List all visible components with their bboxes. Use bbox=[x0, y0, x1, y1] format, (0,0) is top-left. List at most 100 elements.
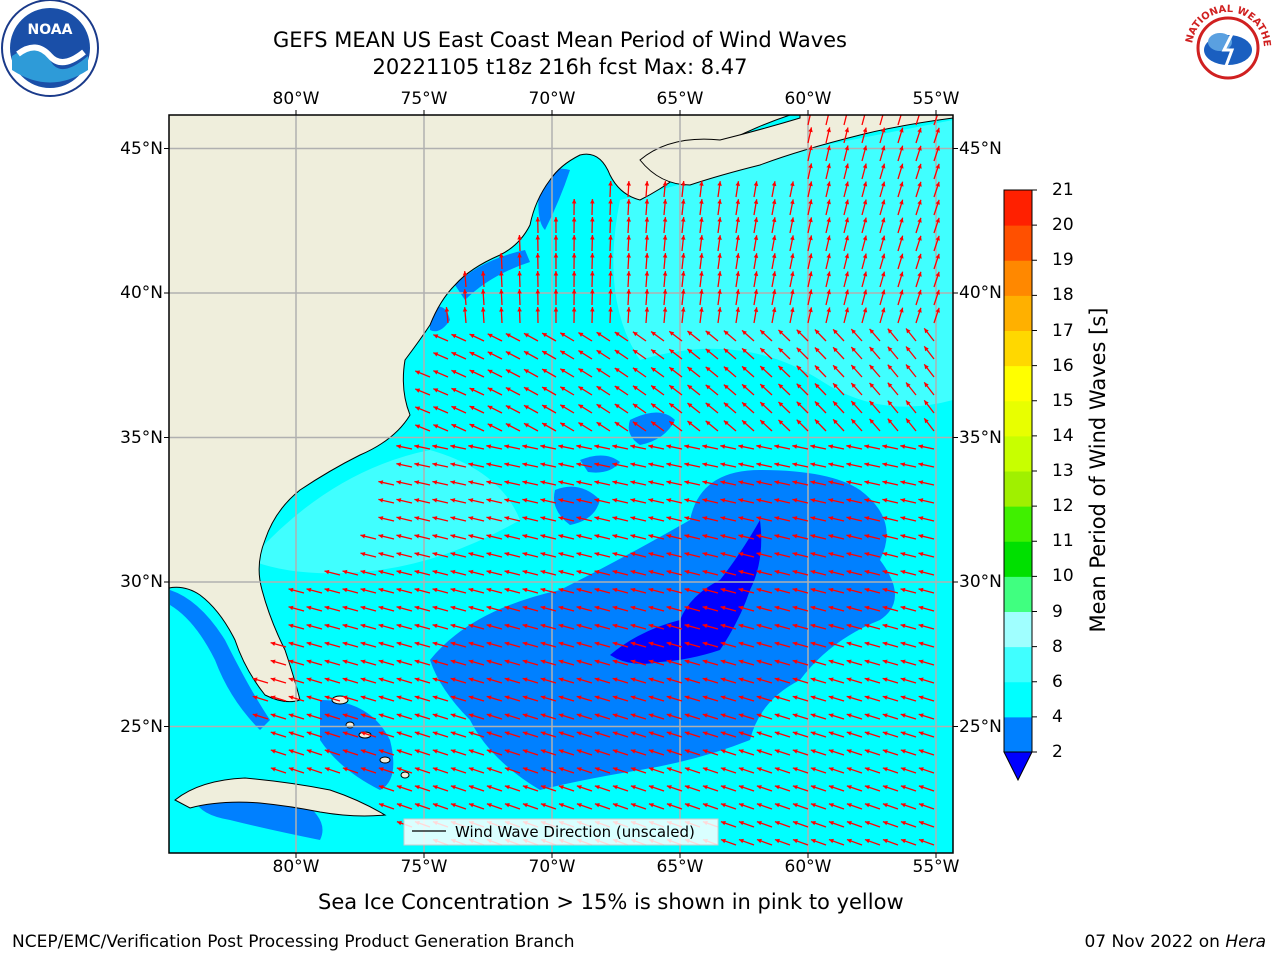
wave-direction-arrowhead bbox=[826, 109, 830, 114]
wave-direction-arrowhead bbox=[810, 731, 816, 736]
wave-direction-arrowhead bbox=[558, 551, 564, 557]
wave-direction-arrowhead bbox=[720, 749, 726, 754]
wave-direction-arrowhead bbox=[826, 307, 831, 313]
wave-direction-arrowhead bbox=[662, 181, 668, 186]
wave-direction-arrowhead bbox=[666, 516, 672, 521]
wave-direction-arrowhead bbox=[522, 641, 528, 647]
wave-direction-arrowhead bbox=[846, 444, 852, 449]
wave-direction-arrowhead bbox=[900, 803, 906, 808]
wave-direction-arrowhead bbox=[862, 127, 868, 133]
lon-label-bottom: 60°W bbox=[784, 857, 832, 877]
wave-direction-arrowhead bbox=[540, 534, 546, 539]
wave-direction-arrowhead bbox=[846, 785, 852, 790]
wave-direction-arrowhead bbox=[648, 587, 654, 593]
wave-direction-arrowhead bbox=[612, 803, 618, 808]
wave-direction-arrowhead bbox=[756, 695, 762, 700]
wave-direction-arrowhead bbox=[608, 235, 613, 240]
wave-direction-arrowhead bbox=[632, 421, 638, 427]
wave-direction-arrowhead bbox=[900, 820, 906, 826]
wave-direction-arrowhead bbox=[450, 605, 456, 611]
wave-direction-arrowhead bbox=[433, 334, 439, 339]
wave-direction-arrowhead bbox=[924, 346, 929, 352]
wave-direction-arrowhead bbox=[669, 367, 675, 372]
wave-direction-arrowhead bbox=[450, 677, 456, 682]
wave-direction-arrowhead bbox=[576, 749, 582, 754]
wave-direction-arrowhead bbox=[918, 749, 924, 754]
wave-direction-arrowhead bbox=[887, 382, 893, 388]
wave-direction-arrowhead bbox=[396, 641, 402, 647]
wave-direction-arrowhead bbox=[864, 659, 870, 664]
wave-direction-arrowhead bbox=[523, 423, 529, 428]
wave-direction-arrowhead bbox=[540, 641, 546, 647]
wave-direction-arrowhead bbox=[612, 569, 618, 575]
wave-direction-arrowhead bbox=[846, 498, 852, 503]
wave-direction-arrowhead bbox=[738, 587, 744, 593]
wave-direction-arrowhead bbox=[774, 462, 780, 467]
wave-direction-arrowhead bbox=[778, 329, 784, 335]
wave-direction-arrowhead bbox=[662, 199, 668, 204]
wave-direction-arrowhead bbox=[808, 127, 813, 133]
wave-direction-arrowhead bbox=[774, 641, 780, 647]
wave-direction-arrowhead bbox=[833, 365, 838, 371]
wave-direction-arrowhead bbox=[540, 731, 546, 736]
wave-direction-arrowhead bbox=[576, 623, 582, 629]
wave-direction-arrowhead bbox=[738, 444, 744, 449]
wave-direction-arrowhead bbox=[523, 405, 529, 410]
wave-direction-arrowhead bbox=[846, 569, 852, 575]
wave-direction-arrowhead bbox=[486, 749, 492, 754]
wave-direction-arrowhead bbox=[828, 731, 834, 736]
wave-direction-arrowhead bbox=[790, 181, 795, 187]
wave-direction-arrowhead bbox=[669, 331, 675, 336]
colorbar-segment bbox=[1004, 260, 1032, 296]
wave-direction-arrowhead bbox=[666, 785, 672, 790]
wave-direction-arrowhead bbox=[900, 587, 906, 593]
wave-direction-arrowhead bbox=[846, 605, 852, 611]
wave-direction-arrowhead bbox=[778, 383, 784, 389]
contour-2-4-patch bbox=[554, 486, 600, 525]
wave-direction-arrowhead bbox=[553, 253, 559, 258]
wave-direction-arrowhead bbox=[306, 767, 312, 772]
wave-direction-arrowhead bbox=[792, 498, 798, 503]
lon-label-bottom: 55°W bbox=[912, 857, 960, 877]
wave-direction-arrowhead bbox=[626, 235, 631, 240]
wave-direction-arrowhead bbox=[540, 480, 546, 485]
wave-direction-arrowhead bbox=[826, 271, 831, 277]
wave-direction-arrowhead bbox=[792, 838, 798, 844]
wave-direction-arrowhead bbox=[396, 731, 402, 736]
wave-direction-arrowhead bbox=[771, 307, 777, 313]
wave-direction-arrowhead bbox=[469, 351, 475, 357]
wave-direction-arrowhead bbox=[699, 235, 704, 240]
wave-direction-arrowhead bbox=[504, 695, 510, 700]
wave-direction-arrowhead bbox=[720, 534, 726, 539]
wave-direction-arrowhead bbox=[900, 569, 906, 575]
wave-direction-arrowhead bbox=[468, 749, 474, 754]
wave-direction-arrowhead bbox=[450, 587, 456, 593]
wave-direction-arrowhead bbox=[738, 605, 744, 611]
wave-direction-arrowhead bbox=[851, 365, 856, 370]
wave-direction-arrowhead bbox=[753, 181, 759, 187]
wave-direction-arrowhead bbox=[504, 534, 510, 539]
wave-direction-arrowhead bbox=[608, 217, 613, 222]
wave-direction-arrowhead bbox=[486, 587, 492, 593]
wave-direction-arrowhead bbox=[504, 444, 510, 449]
wave-direction-arrowhead bbox=[833, 419, 838, 425]
wave-direction-arrowhead bbox=[810, 785, 816, 790]
wave-direction-arrowhead bbox=[826, 289, 831, 295]
wave-direction-arrowhead bbox=[414, 444, 420, 449]
wave-direction-arrowhead bbox=[378, 480, 384, 485]
wave-direction-arrowhead bbox=[881, 235, 886, 241]
wave-direction-arrowhead bbox=[432, 749, 438, 754]
wave-direction-arrowhead bbox=[881, 181, 886, 187]
wave-direction-arrowhead bbox=[632, 367, 638, 373]
wave-direction-arrowhead bbox=[504, 641, 510, 647]
wave-direction-arrowhead bbox=[505, 405, 511, 410]
wave-direction-arrowhead bbox=[666, 480, 672, 485]
wave-direction-arrowhead bbox=[828, 480, 834, 485]
wave-direction-arrowhead bbox=[499, 271, 504, 276]
wave-direction-arrowhead bbox=[851, 383, 856, 388]
wave-direction-arrowhead bbox=[684, 551, 690, 557]
wave-direction-arrowhead bbox=[648, 641, 654, 647]
wave-direction-arrowhead bbox=[522, 749, 528, 754]
colorbar-segment bbox=[1004, 295, 1032, 331]
wave-direction-arrowhead bbox=[742, 330, 747, 336]
